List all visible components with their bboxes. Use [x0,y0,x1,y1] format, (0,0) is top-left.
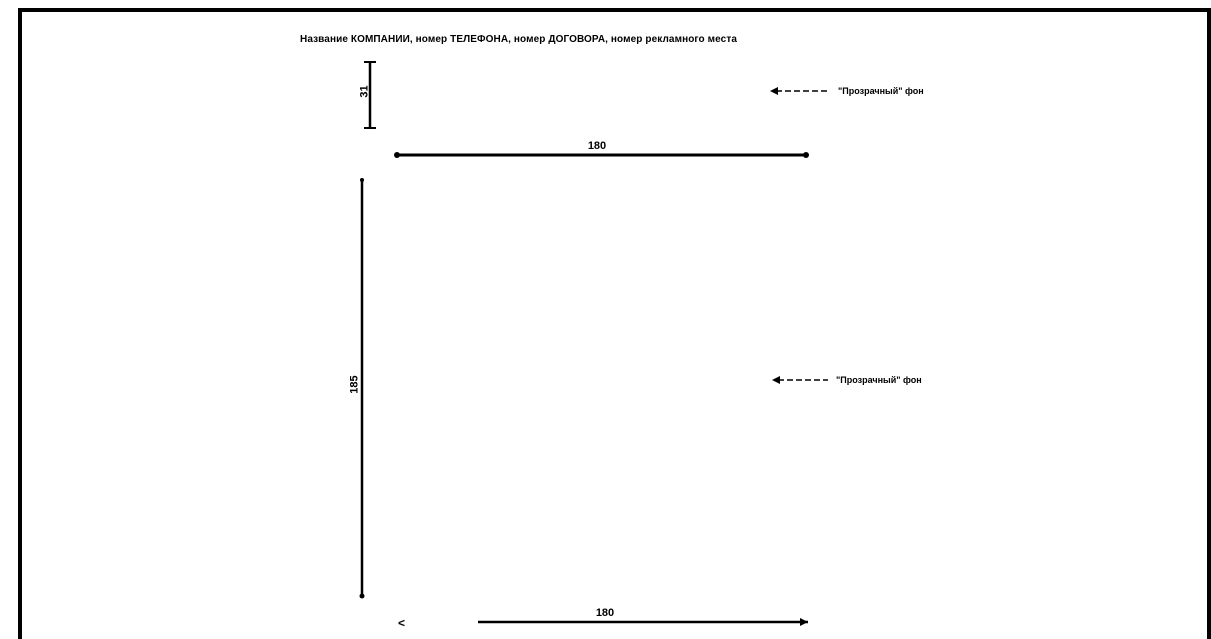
bottom-width-dimension-line [478,618,808,626]
top-width-label: 180 [587,140,607,152]
header-text: Название КОМПАНИИ, номер ТЕЛЕФОНА, номер… [300,34,737,45]
frame-top-edge [20,8,1211,12]
upper-callout-arrow [770,87,830,95]
top-width-dimension-line [394,152,809,158]
bottom-left-marker: < [398,616,405,630]
lower-callout-arrow [772,376,828,384]
top-height-dimension-line [364,61,376,129]
upper-callout-label: "Прозрачный" фон [838,86,924,96]
main-height-label: 185 [348,375,361,394]
bottom-width-label: 180 [595,607,615,619]
frame-right-edge [1207,8,1211,639]
lower-callout-label: "Прозрачный" фон [836,375,922,385]
frame-left-edge [18,8,22,639]
main-height-dimension-line [359,178,365,599]
top-height-label: 31 [358,85,371,98]
